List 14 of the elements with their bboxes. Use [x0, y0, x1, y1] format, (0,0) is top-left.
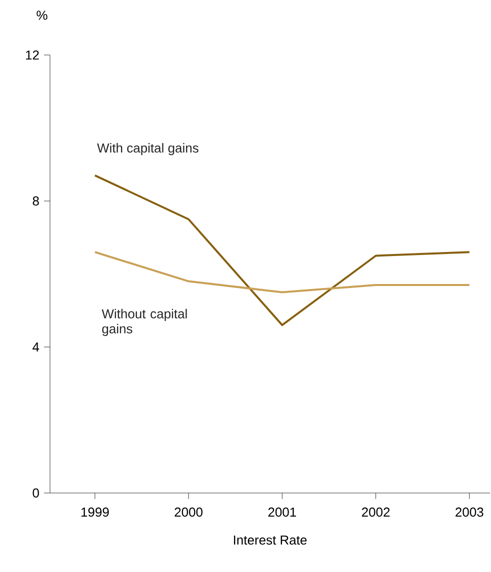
x-axis-title: Interest Rate — [234, 536, 307, 545]
x-tick-label: 1999 — [81, 508, 109, 517]
x-tick-label: 2000 — [174, 508, 202, 517]
y-tick-label: 8 — [32, 196, 39, 206]
y-tick-label: 12 — [26, 50, 39, 60]
y-tick-label: 0 — [32, 488, 39, 498]
text: Without capital gains — [102, 308, 187, 336]
y-axis-title: % — [36, 10, 48, 20]
series-label: With capital gains — [97, 143, 198, 156]
y-tick-label: 4 — [32, 342, 40, 352]
x-tick-label: 2003 — [456, 508, 484, 517]
line-series — [94, 251, 470, 294]
x-tick-label: 2002 — [362, 508, 390, 517]
x-tick-label: 2001 — [268, 508, 296, 517]
